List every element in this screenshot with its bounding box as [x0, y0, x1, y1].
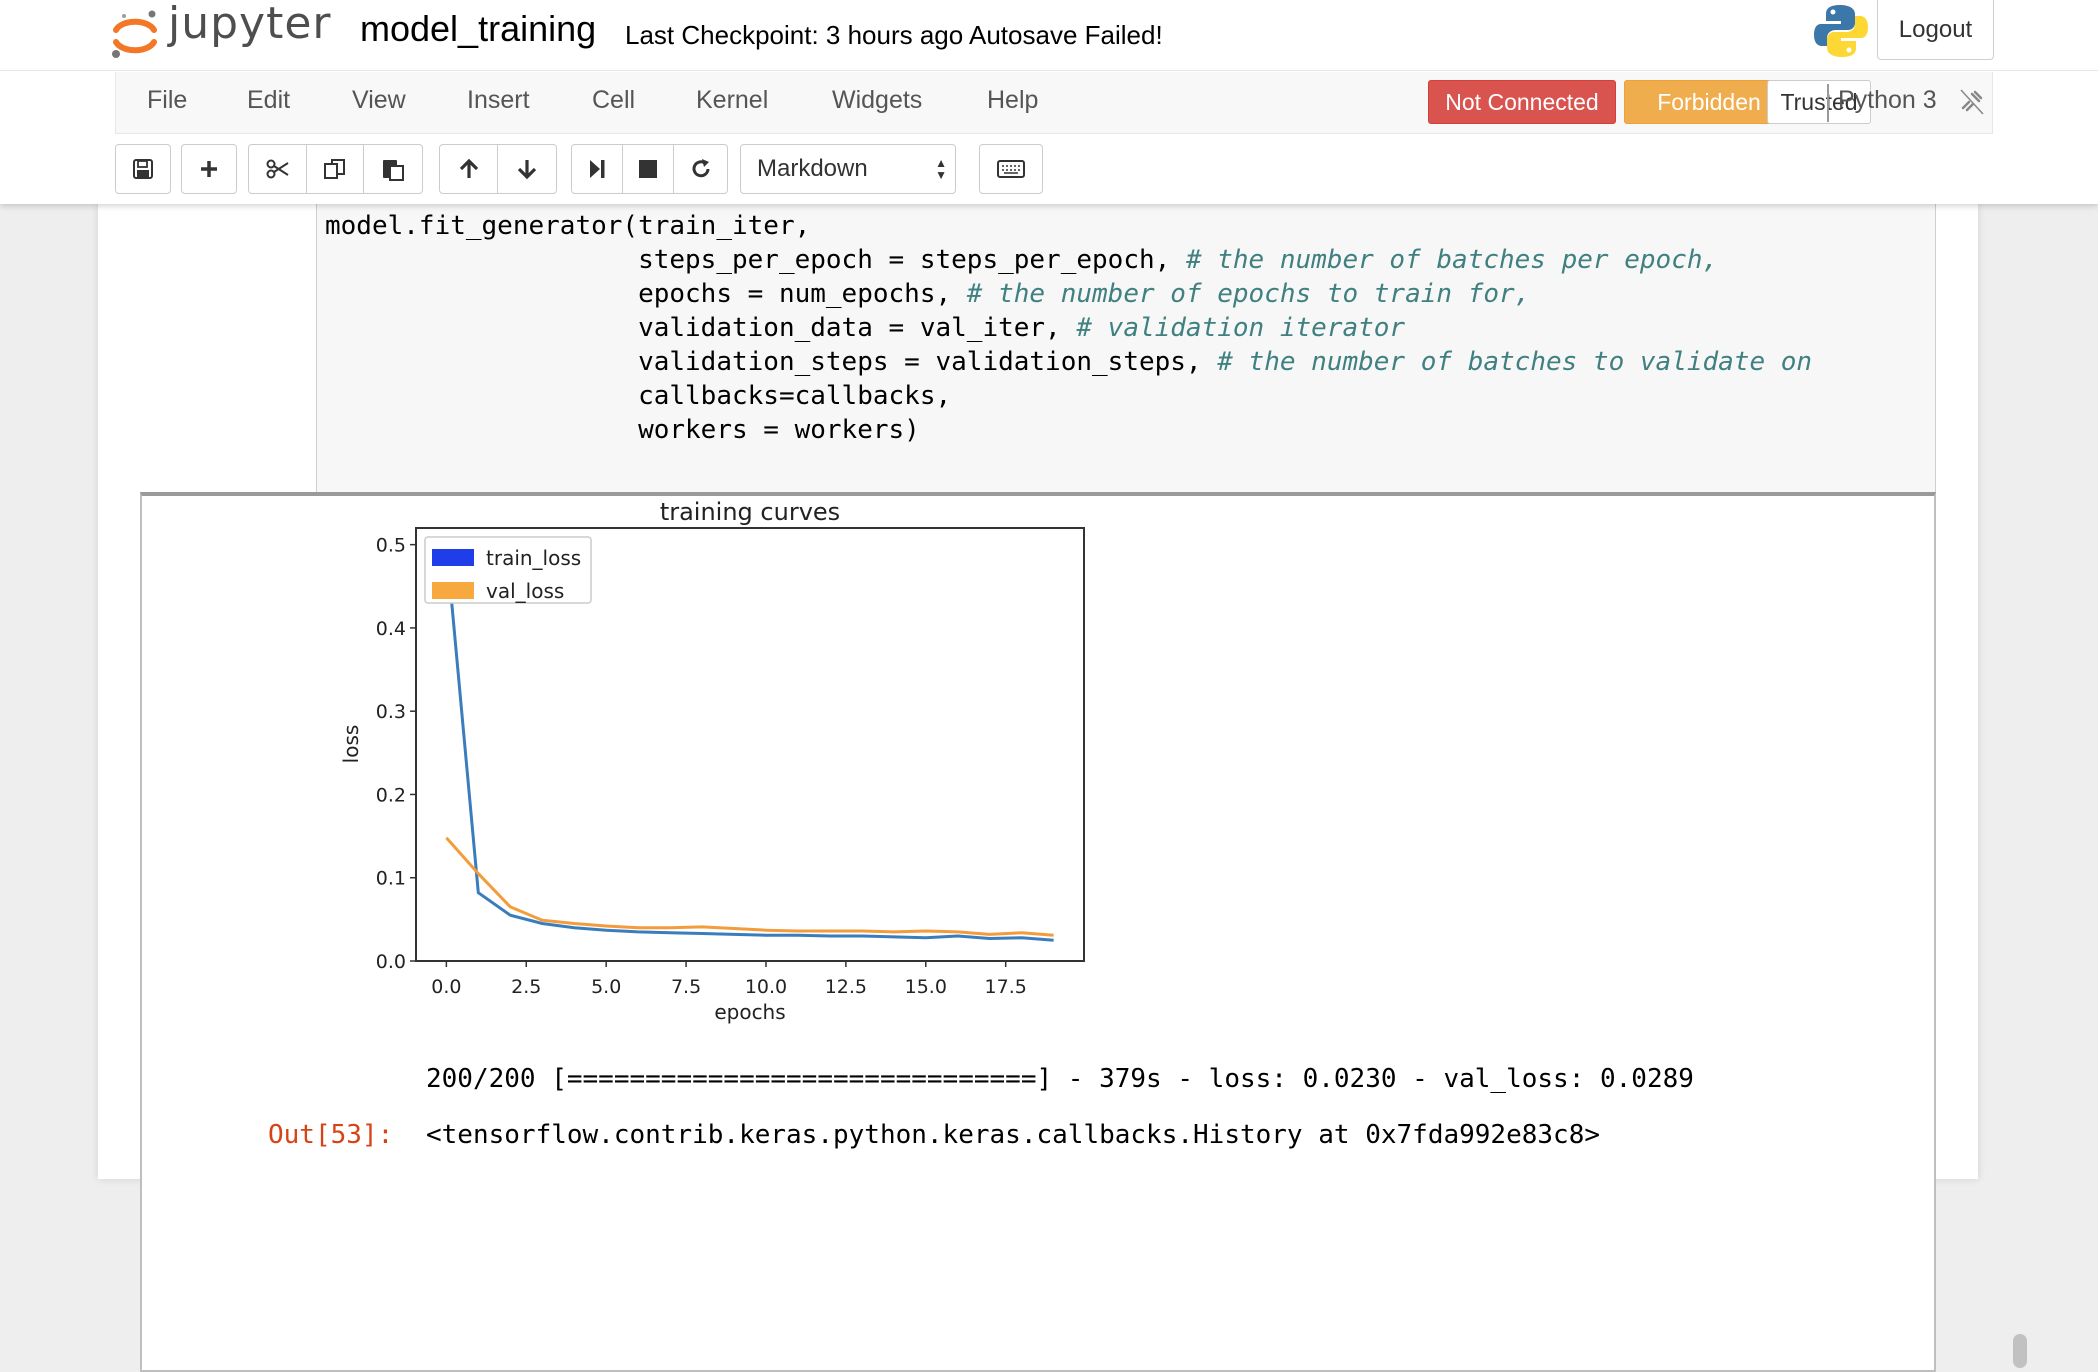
cell-type-select[interactable]: Markdown ▲ ▼: [740, 144, 956, 194]
save-button[interactable]: [115, 144, 171, 194]
move-up-button[interactable]: [439, 144, 498, 194]
copy-icon: [324, 159, 345, 179]
code-line: model.fit_generator(train_iter,: [325, 211, 811, 241]
interrupt-button[interactable]: [622, 144, 674, 194]
jupyter-wordmark: jupyter: [168, 0, 332, 49]
menubar: File Edit View Insert Cell Kernel Widget…: [115, 72, 1993, 134]
stop-icon: [639, 160, 657, 178]
header-divider: [0, 70, 2098, 71]
training-curves-chart: training curves 0.0 0.1 0.2 0.3 0.4 0.5 0.0 2.…: [339, 498, 1085, 1024]
legend-label: val_loss: [486, 579, 564, 603]
header: jupyter model_training Last Checkpoint: …: [0, 0, 2098, 204]
checkpoint-status: Last Checkpoint: 3 hours ago Autosave Fa…: [625, 20, 1163, 50]
toolbar: Markdown ▲ ▼: [115, 144, 2015, 194]
code-line: callbacks=callbacks,: [325, 381, 952, 411]
cut-icon: [266, 159, 289, 179]
menu-widgets[interactable]: Widgets: [832, 86, 923, 114]
move-down-button[interactable]: [497, 144, 557, 194]
paste-button[interactable]: [363, 144, 423, 194]
not-connected-badge[interactable]: Not Connected: [1428, 80, 1616, 124]
code-line: validation_steps = validation_steps, # t…: [325, 347, 1813, 377]
x-tick-label: 15.0: [905, 976, 947, 998]
plus-icon: [201, 161, 217, 177]
y-tick-label: 0.2: [376, 784, 406, 806]
x-tick-label: 17.5: [985, 976, 1027, 998]
keyboard-icon: [997, 160, 1025, 178]
arrow-down-icon: [517, 160, 537, 180]
kernel-disconnected-icon: [1960, 89, 1984, 115]
x-tick-label: 0.0: [431, 976, 461, 998]
menu-insert[interactable]: Insert: [467, 86, 530, 114]
training-progress-log: 200/200 [==============================]…: [426, 1064, 1694, 1094]
x-tick-label: 2.5: [511, 976, 541, 998]
y-tick-label: 0.5: [376, 535, 406, 557]
y-axis-label: loss: [339, 725, 363, 764]
series-line-val-loss: [445, 836, 1054, 937]
chart-title: training curves: [660, 498, 840, 526]
menu-kernel[interactable]: Kernel: [696, 86, 769, 114]
run-icon: [590, 160, 605, 178]
menu-cell[interactable]: Cell: [592, 86, 636, 114]
legend-swatch-train-loss: [432, 549, 474, 566]
y-tick-label: 0.1: [376, 868, 406, 890]
x-tick-label: 10.0: [745, 976, 787, 998]
out-prompt: Out[53]:: [268, 1120, 394, 1150]
x-tick-label: 12.5: [825, 976, 867, 998]
kernel-separator: [1827, 84, 1829, 122]
output-value: <tensorflow.contrib.keras.python.keras.c…: [426, 1120, 1600, 1150]
logout-button[interactable]: Logout: [1877, 0, 1994, 60]
y-tick-label: 0.0: [376, 951, 406, 973]
copy-button[interactable]: [306, 144, 364, 194]
series-line-train-loss: [444, 544, 1054, 942]
notebook-title[interactable]: model_training: [360, 8, 597, 49]
chart-legend: train_loss val_loss: [424, 536, 592, 604]
code-line: epochs = num_epochs, # the number of epo…: [325, 279, 1531, 309]
legend-label: train_loss: [486, 546, 581, 570]
cut-button[interactable]: [248, 144, 307, 194]
code-line: steps_per_epoch = steps_per_epoch, # the…: [325, 245, 1719, 275]
insert-cell-button[interactable]: [181, 144, 237, 194]
paste-icon: [383, 160, 404, 181]
command-palette-button[interactable]: [979, 144, 1043, 194]
restart-icon: [692, 159, 709, 178]
x-axis-label: epochs: [714, 1000, 785, 1024]
save-icon: [133, 159, 153, 179]
jupyter-ring-icon: [112, 10, 157, 58]
menu-edit[interactable]: Edit: [247, 86, 291, 114]
menu-file[interactable]: File: [147, 86, 188, 114]
y-axis-ticks: 0.0 0.1 0.2 0.3 0.4 0.5: [376, 535, 416, 973]
restart-button[interactable]: [673, 144, 728, 194]
select-arrows-icon: ▲ ▼: [935, 156, 947, 182]
trusted-badge[interactable]: Trusted: [1767, 80, 1871, 124]
y-tick-label: 0.3: [376, 701, 406, 723]
x-axis-ticks: 0.0 2.5 5.0 7.5 10.0 12.5 15.0 17.5: [431, 961, 1027, 998]
chart-series: [444, 544, 1054, 942]
menu-view[interactable]: View: [352, 86, 406, 114]
legend-swatch-val-loss: [432, 582, 474, 599]
cell-type-value: Markdown: [757, 155, 868, 182]
kernel-name[interactable]: Python 3: [1838, 86, 1937, 114]
x-tick-label: 7.5: [671, 976, 701, 998]
run-button[interactable]: [571, 144, 623, 194]
code-cell-input[interactable]: model.fit_generator(train_iter, steps_pe…: [316, 194, 1936, 496]
code-line: workers = workers): [325, 415, 920, 445]
y-tick-label: 0.4: [376, 618, 406, 640]
notebook-container: model.fit_generator(train_iter, steps_pe…: [98, 194, 2027, 1372]
code-line: validation_data = val_iter, # validation…: [325, 313, 1406, 343]
menu-help[interactable]: Help: [987, 86, 1039, 114]
arrow-up-icon: [459, 158, 478, 178]
x-tick-label: 5.0: [591, 976, 621, 998]
output-scrollbar[interactable]: [2013, 1334, 2027, 1368]
python-logo-icon: [1814, 5, 1868, 57]
